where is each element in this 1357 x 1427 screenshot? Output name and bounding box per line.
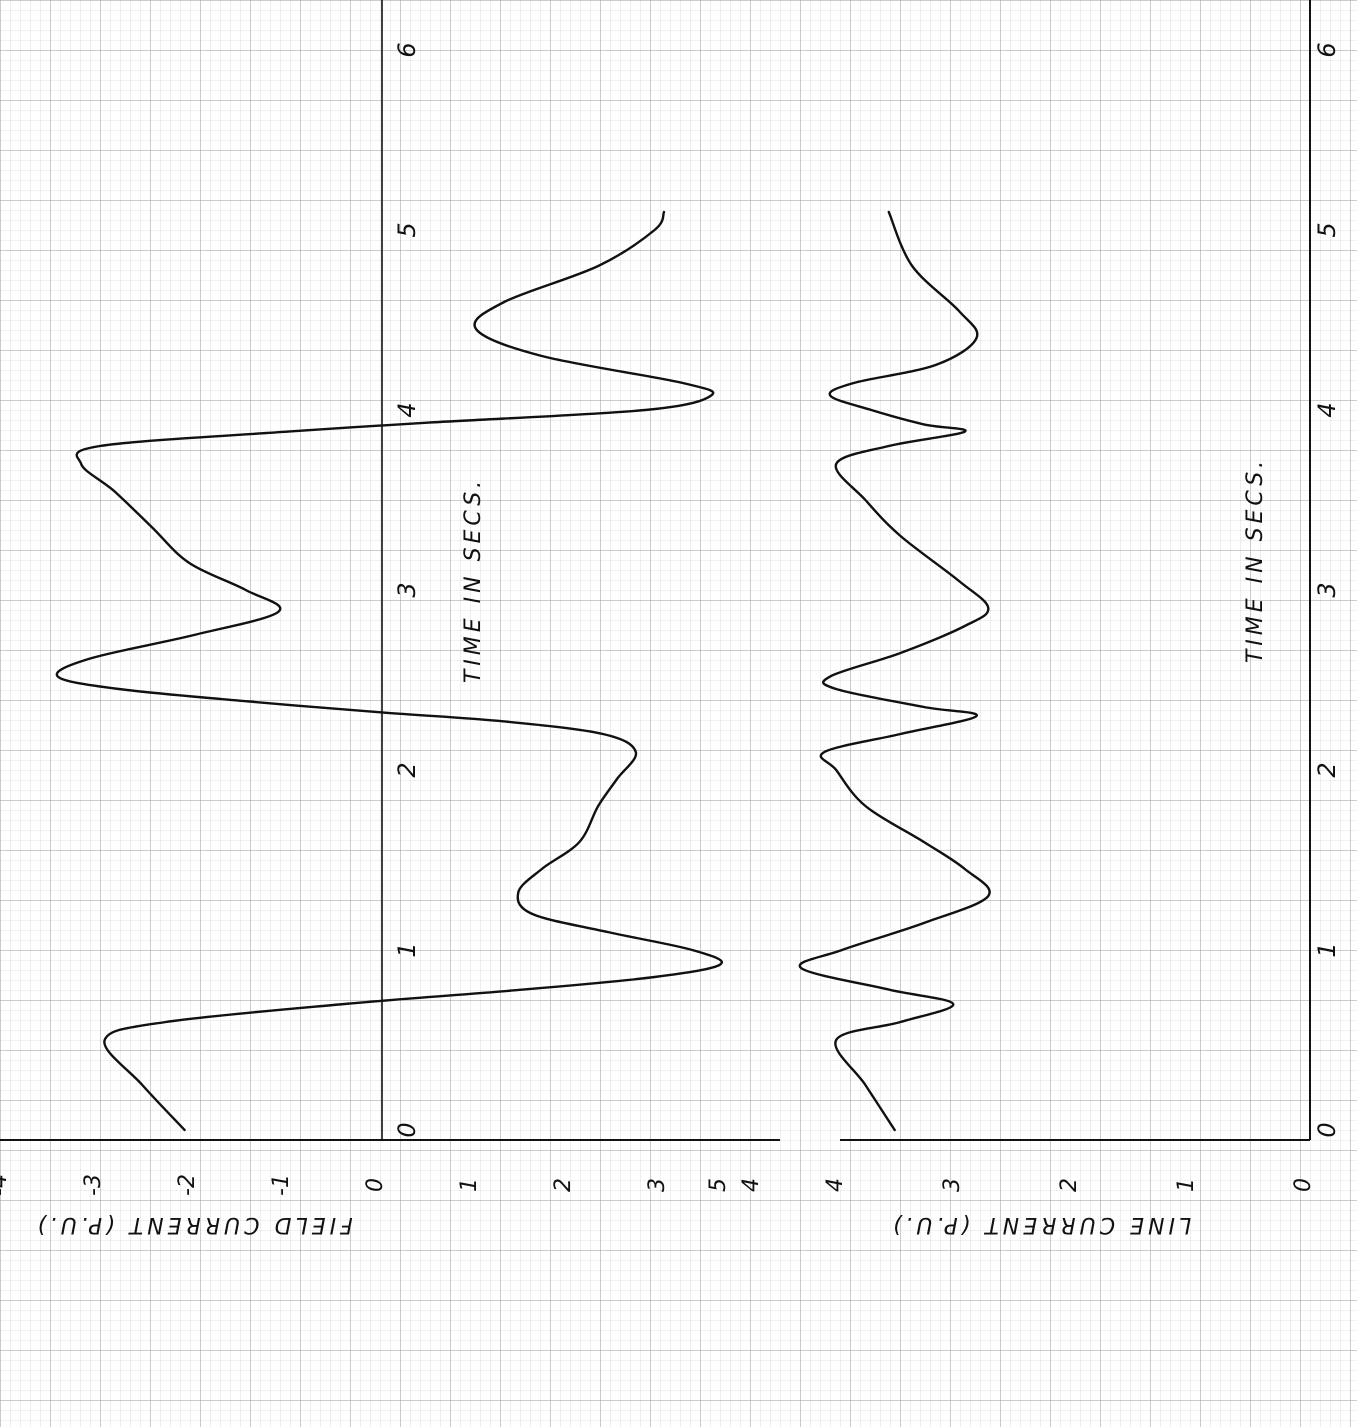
field-time-axis-label: TIME IN SECS.: [461, 477, 486, 683]
line-time-tick-labels: 0 1 2 3 4 5 6: [1313, 42, 1341, 1137]
field-current-tick-label: 4: [739, 1178, 764, 1192]
line-time-tick-label: 6: [1313, 42, 1341, 57]
field-current-tick-label: 0: [363, 1178, 388, 1192]
field-time-tick-label: 1: [393, 942, 421, 957]
line-time-tick-label: 0: [1313, 1122, 1341, 1137]
field-time-tick-labels: 0 1 2 3 4 5 6: [393, 42, 421, 1137]
line-current-curve: [798, 210, 991, 1132]
field-time-tick-label: 0: [393, 1122, 421, 1137]
field-current-tick-label: 1: [457, 1178, 482, 1192]
line-current-tick-label: 0: [1291, 1178, 1316, 1192]
line-time-tick-label: 3: [1313, 582, 1341, 597]
field-time-tick-label: 2: [393, 762, 421, 777]
field-current-tick-label: 3: [645, 1178, 670, 1192]
field-current-tick-label: -4: [0, 1174, 12, 1196]
line-time-tick-label: 5: [1313, 222, 1341, 237]
field-current-curve: [55, 210, 723, 1132]
field-time-tick-label: 5: [393, 222, 421, 237]
field-current-axis-label: FIELD CURRENT (P.U.): [33, 1212, 353, 1237]
line-time-axis-label: TIME IN SECS.: [1243, 457, 1268, 663]
line-time-tick-label: 4: [1313, 402, 1341, 417]
field-current-tick-labels: -4 -3 -2 -1 0 1 2 3 4: [0, 1174, 764, 1196]
field-current-tick-label: 2: [551, 1178, 576, 1192]
field-current-tick-label: -3: [81, 1174, 106, 1196]
field-time-tick-label: 6: [393, 42, 421, 57]
line-current-tick-label: 1: [1174, 1178, 1199, 1192]
line-current-tick-label: 3: [940, 1178, 965, 1192]
line-current-axis-label: LINE CURRENT (P.U.): [889, 1212, 1191, 1237]
field-current-tick-label: -1: [269, 1174, 294, 1196]
line-current-tick-label: 2: [1057, 1178, 1082, 1192]
line-current-tick-label: 5: [706, 1178, 731, 1192]
line-time-tick-label: 1: [1313, 942, 1341, 957]
field-time-tick-label: 4: [393, 402, 421, 417]
line-current-tick-label: 4: [823, 1178, 848, 1192]
field-time-tick-label: 3: [393, 582, 421, 597]
field-current-tick-label: -2: [175, 1174, 200, 1196]
line-time-tick-label: 2: [1313, 762, 1341, 777]
